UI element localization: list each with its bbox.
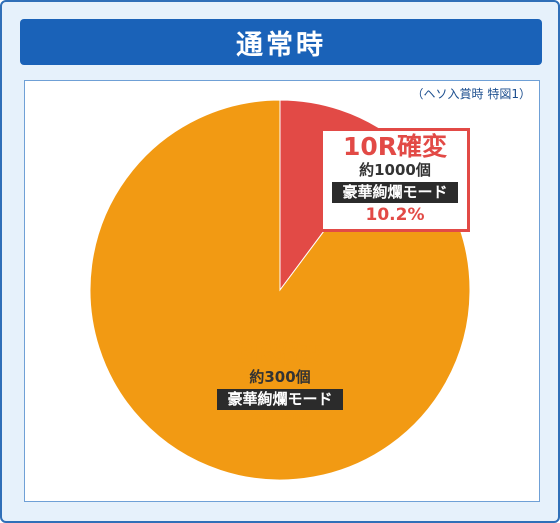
slice-mode-3r: 豪華絢爛モード <box>217 389 343 410</box>
slice-label-3r: 3R確変 約300個 豪華絢爛モード 89.8% <box>195 340 365 433</box>
slice-percent-3r: 89.8% <box>250 412 310 432</box>
slice-balls-10r: 約1000個 <box>359 161 431 179</box>
slice-percent-10r: 10.2% <box>365 205 425 225</box>
slice-mode-10r: 豪華絢爛モード <box>332 182 458 203</box>
chart-title: 通常時 <box>20 19 542 65</box>
slice-label-10r: 10R確変 約1000個 豪華絢爛モード 10.2% <box>320 128 470 232</box>
slice-name-3r: 3R確変 <box>236 339 324 368</box>
slice-name-10r: 10R確変 <box>342 132 448 161</box>
condition-note: （ヘソ入賞時 特図1） <box>411 87 531 101</box>
slice-balls-3r: 約300個 <box>249 368 311 386</box>
